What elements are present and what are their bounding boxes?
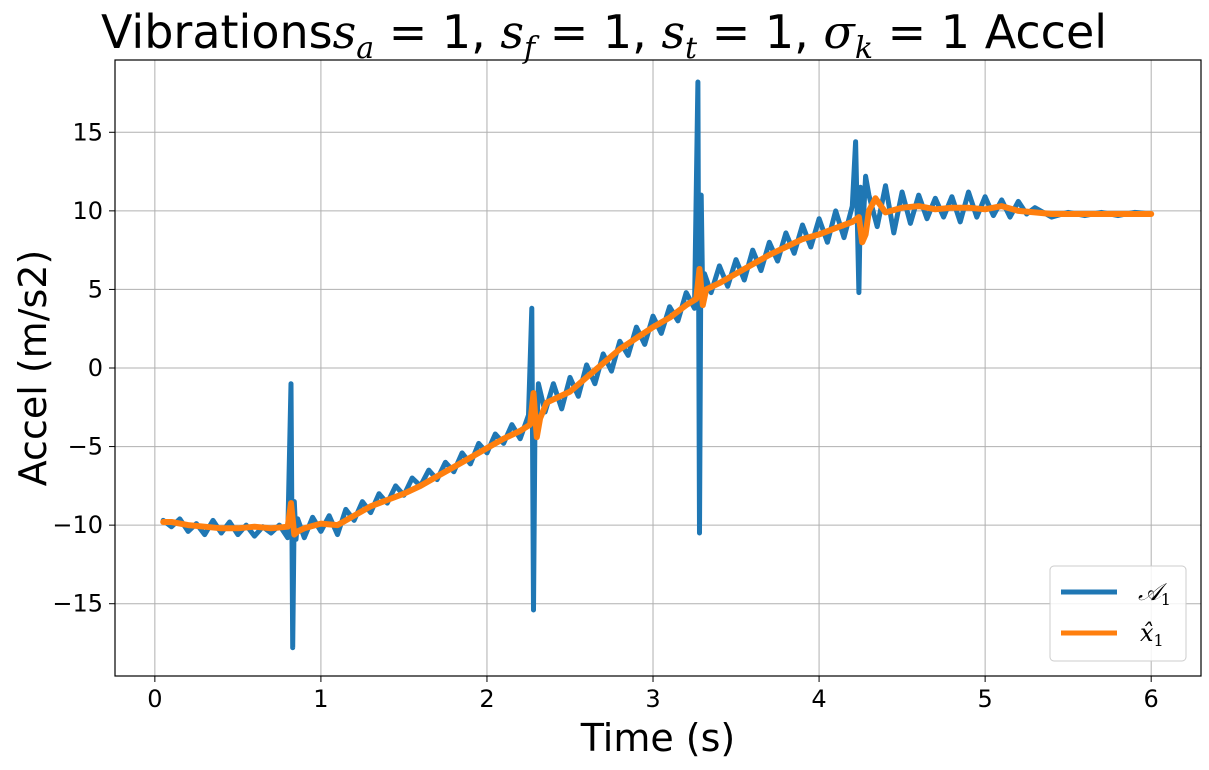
legend-label-estimate: x̂1: [1140, 619, 1164, 650]
legend: 𝒜1 x̂1: [1049, 565, 1187, 662]
x-tick-label: 5: [977, 685, 992, 713]
x-tick-label: 3: [645, 685, 660, 713]
x-tick-label: 2: [479, 685, 494, 713]
y-tick-label: −15: [52, 590, 103, 618]
y-axis-label: Accel (m/s2): [11, 250, 55, 487]
x-tick-label: 1: [313, 685, 328, 713]
x-tick-label: 4: [811, 685, 826, 713]
y-tick-label: −10: [52, 511, 103, 539]
x-axis-label: Time (s): [580, 716, 736, 760]
chart-title-text: Vibrationssa = 1, sf = 1, st = 1, σk = 1…: [101, 5, 1107, 66]
axis-ticks: 0 1 2 3 4 5 6 −15 −10 −5 0 5 10 15: [52, 118, 1158, 713]
y-tick-label: 10: [72, 197, 103, 225]
series-line-estimate: [160, 195, 1155, 538]
plot-area: [160, 79, 1155, 651]
x-tick-label: 6: [1144, 685, 1159, 713]
legend-frame: [1049, 565, 1187, 662]
y-tick-label: −5: [68, 433, 103, 461]
y-tick-label: 15: [72, 118, 103, 146]
grid: [115, 60, 1201, 676]
y-tick-label: 5: [88, 275, 103, 303]
chart-title: Vibrationssa = 1, sf = 1, st = 1, σk = 1…: [101, 5, 1107, 66]
series-line-accel: [160, 79, 1154, 651]
y-tick-label: 0: [88, 354, 103, 382]
x-tick-label: 0: [147, 685, 162, 713]
